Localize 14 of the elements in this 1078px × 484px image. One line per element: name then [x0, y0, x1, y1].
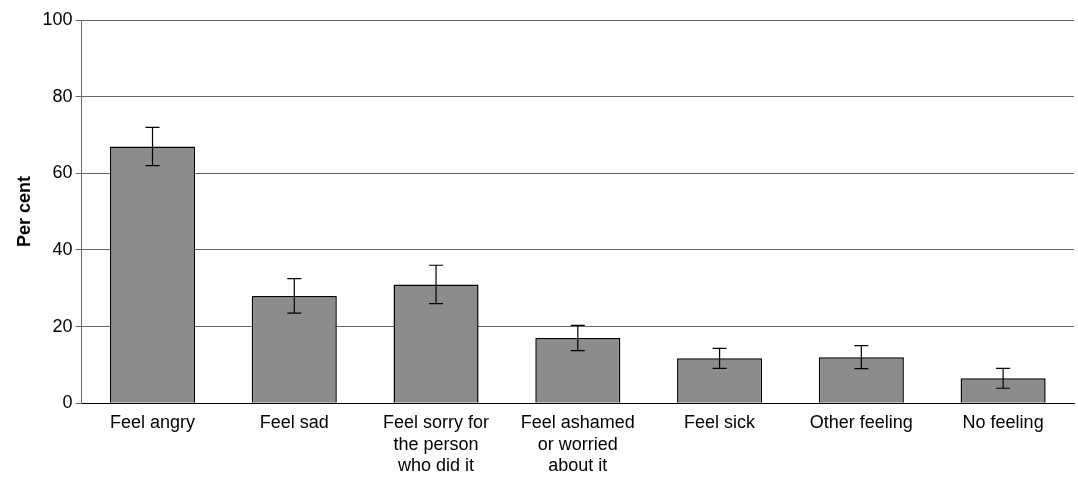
- y-tick-label: 20: [52, 315, 73, 336]
- x-tick-label: Feel angry: [109, 411, 196, 432]
- y-tick-label: 100: [42, 8, 73, 29]
- x-tick-label: Feel sorry for the person who did it: [383, 411, 490, 476]
- y-axis-title: Per cent: [13, 176, 34, 248]
- y-tick-label: 0: [62, 392, 73, 413]
- y-tick-label: 60: [52, 162, 73, 183]
- y-tick-label: 40: [52, 238, 73, 259]
- x-tick-label: Other feeling: [809, 411, 913, 432]
- x-tick-label: Feel sad: [259, 411, 329, 432]
- x-tick-label: Feel sick: [684, 411, 757, 432]
- x-tick-label: Feel ashamed or worried about it: [520, 411, 635, 476]
- y-tick-label: 80: [52, 85, 73, 106]
- x-tick-label: No feeling: [962, 411, 1044, 432]
